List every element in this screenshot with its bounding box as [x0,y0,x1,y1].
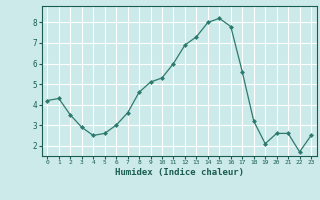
X-axis label: Humidex (Indice chaleur): Humidex (Indice chaleur) [115,168,244,177]
